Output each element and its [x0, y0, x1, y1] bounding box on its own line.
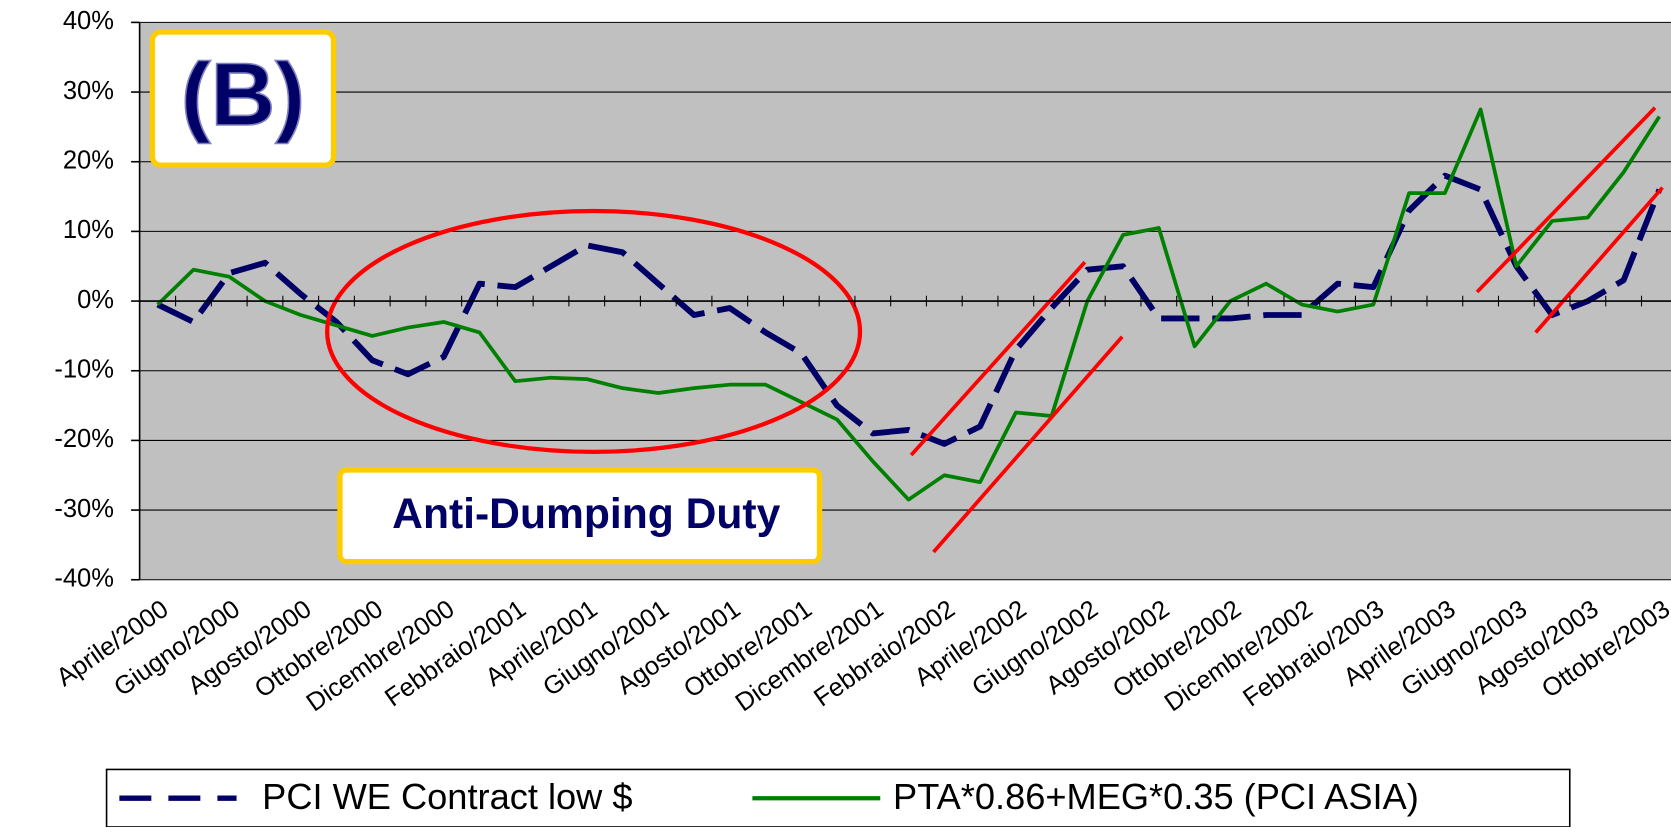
y-tick-label: 10% — [63, 216, 114, 244]
trend-line — [909, 260, 1087, 457]
trend-line — [932, 335, 1124, 554]
series-line — [156, 172, 1663, 447]
panel-label: (B) — [181, 44, 305, 144]
highlight-ellipse — [325, 208, 863, 454]
y-tick-label: 20% — [63, 146, 114, 174]
legend-label: PCI WE Contract low $ — [262, 776, 632, 817]
legend-label: PTA*0.86+MEG*0.35 (PCI ASIA) — [893, 776, 1419, 817]
y-tick-label: -20% — [54, 425, 114, 453]
y-tick-label: 40% — [63, 7, 114, 35]
series-line — [156, 107, 1661, 502]
y-tick-label: -10% — [54, 355, 114, 383]
label-box — [149, 29, 337, 168]
trend-line — [1475, 106, 1657, 294]
y-tick-label: -40% — [54, 564, 114, 592]
y-tick-label: 30% — [63, 77, 114, 105]
label-box — [337, 467, 823, 565]
annotation: Anti-Dumping Duty — [392, 490, 780, 538]
lines — [156, 107, 1663, 502]
trend-line — [1534, 186, 1664, 334]
y-tick-label: 0% — [77, 286, 114, 314]
y-tick-label: -30% — [54, 495, 114, 523]
